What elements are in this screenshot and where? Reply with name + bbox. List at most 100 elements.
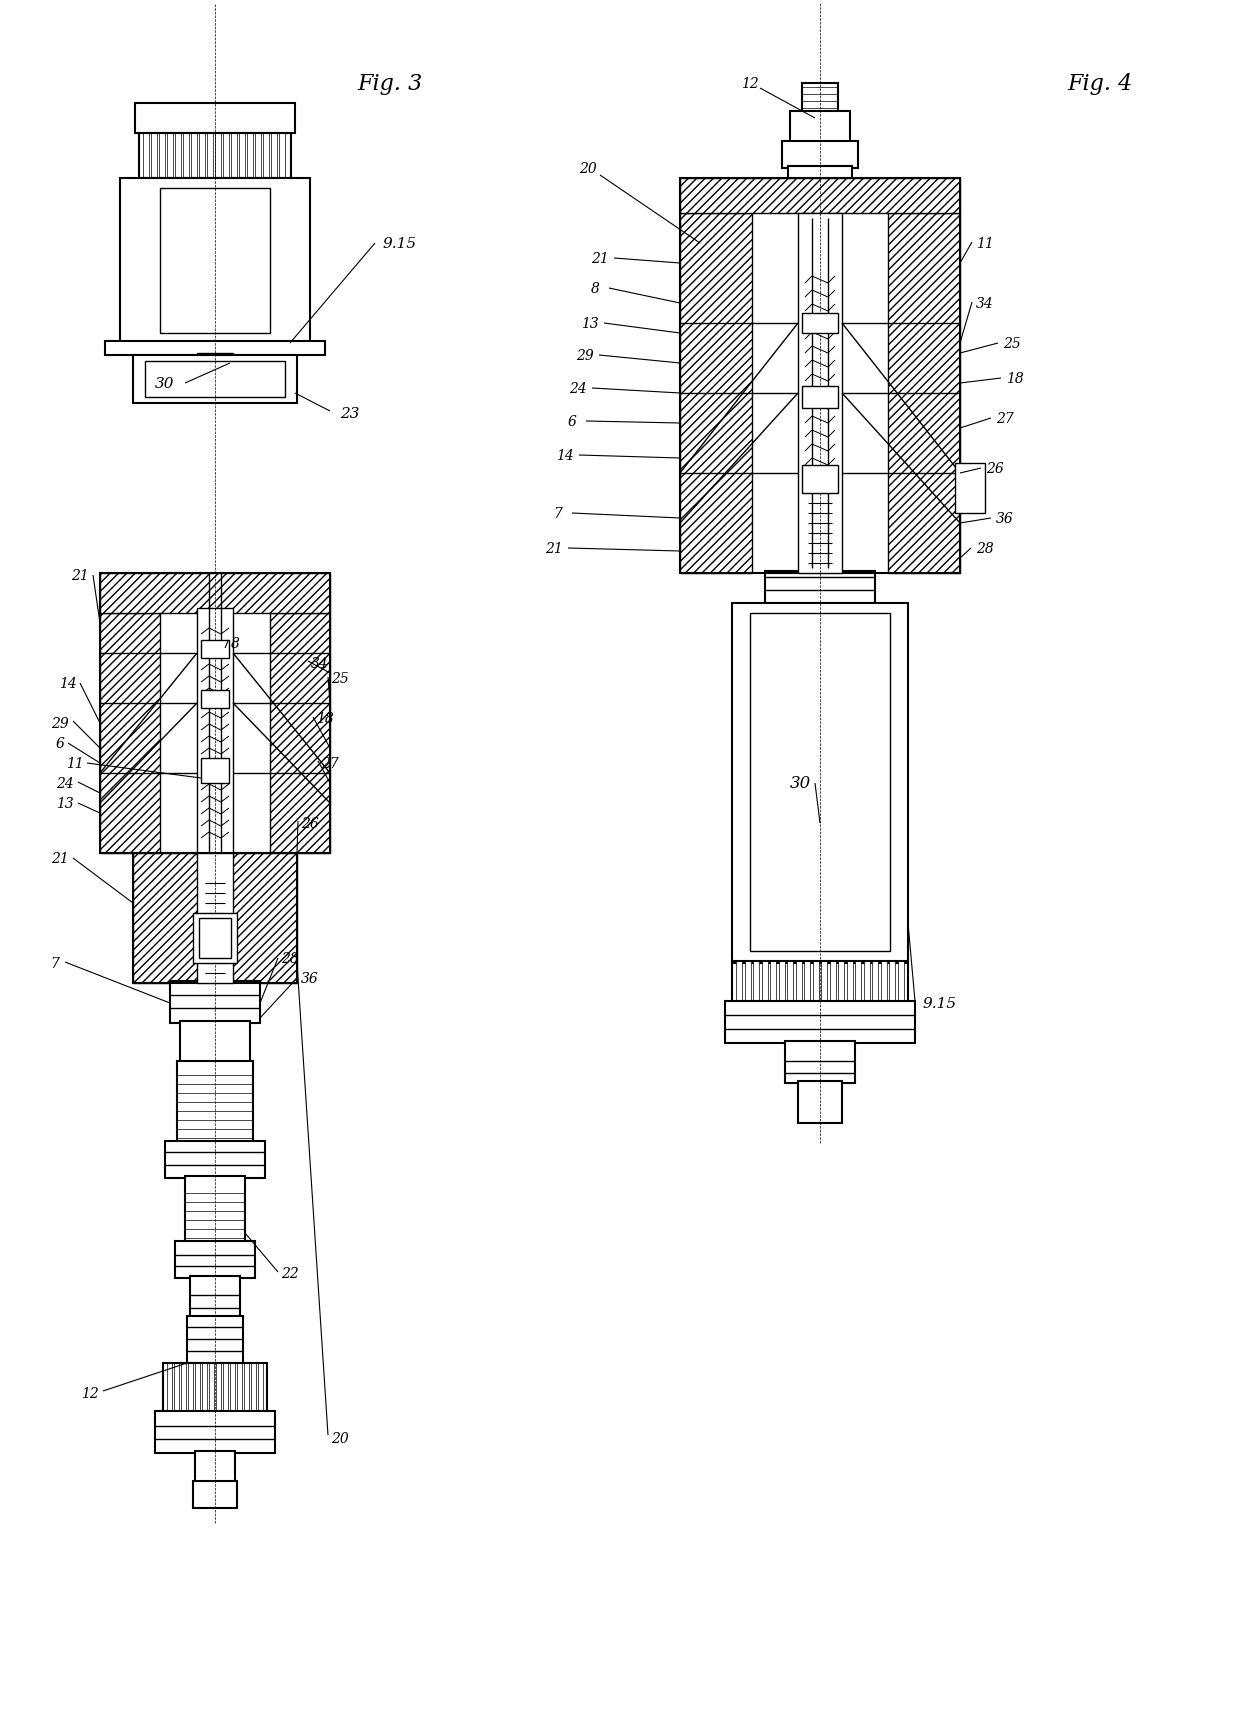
Text: 21: 21 bbox=[591, 252, 609, 265]
Bar bbox=[680, 214, 751, 574]
Bar bbox=[247, 134, 253, 179]
Bar bbox=[258, 1363, 263, 1413]
Bar bbox=[207, 134, 213, 179]
Bar bbox=[143, 134, 149, 179]
Bar bbox=[680, 179, 960, 574]
Bar bbox=[197, 353, 233, 369]
Text: 25: 25 bbox=[1003, 336, 1021, 351]
Bar bbox=[160, 190, 270, 334]
Text: 23: 23 bbox=[340, 407, 360, 420]
Text: Fig. 3: Fig. 3 bbox=[357, 72, 423, 95]
Bar bbox=[255, 134, 260, 179]
Bar bbox=[270, 613, 330, 853]
Bar bbox=[779, 961, 785, 1003]
Bar bbox=[167, 1363, 172, 1413]
Bar bbox=[181, 1363, 186, 1413]
Text: 24: 24 bbox=[569, 383, 587, 396]
Bar bbox=[750, 613, 890, 951]
Bar bbox=[120, 179, 310, 345]
Bar bbox=[244, 1363, 249, 1413]
Bar bbox=[105, 341, 325, 355]
Bar bbox=[197, 608, 233, 858]
Text: 30: 30 bbox=[155, 377, 175, 391]
Bar bbox=[838, 961, 844, 1003]
Bar bbox=[223, 1363, 228, 1413]
Text: 11: 11 bbox=[66, 756, 84, 770]
Bar bbox=[167, 134, 174, 179]
Bar bbox=[856, 961, 861, 1003]
Bar bbox=[135, 103, 295, 134]
Bar bbox=[170, 982, 260, 1023]
Bar bbox=[889, 961, 895, 1003]
Bar bbox=[133, 853, 298, 984]
Text: 8: 8 bbox=[590, 283, 599, 296]
Text: 27: 27 bbox=[321, 756, 339, 770]
Bar bbox=[159, 134, 165, 179]
Bar bbox=[802, 465, 838, 495]
Bar bbox=[151, 134, 157, 179]
Text: 21: 21 bbox=[71, 569, 89, 582]
Bar bbox=[231, 134, 237, 179]
Text: 21: 21 bbox=[51, 851, 69, 865]
Bar bbox=[184, 134, 188, 179]
Bar bbox=[162, 1363, 267, 1413]
Text: 34: 34 bbox=[976, 296, 994, 310]
Text: 36: 36 bbox=[301, 972, 319, 986]
Bar bbox=[201, 641, 229, 658]
Bar bbox=[174, 1363, 179, 1413]
Text: 24: 24 bbox=[56, 777, 74, 791]
Text: 7: 7 bbox=[553, 507, 563, 520]
Text: 36: 36 bbox=[996, 512, 1014, 526]
Bar bbox=[782, 141, 858, 169]
Text: 21: 21 bbox=[546, 541, 563, 557]
Bar bbox=[100, 574, 330, 613]
Bar bbox=[804, 961, 810, 1003]
Bar bbox=[799, 214, 842, 574]
Bar bbox=[802, 84, 838, 114]
Bar bbox=[250, 1363, 255, 1413]
Bar bbox=[888, 214, 960, 574]
Bar bbox=[802, 386, 838, 408]
Bar bbox=[732, 603, 908, 963]
Bar bbox=[796, 961, 801, 1003]
Bar bbox=[787, 961, 794, 1003]
Text: 29: 29 bbox=[577, 348, 594, 364]
Bar bbox=[177, 1061, 253, 1144]
Bar bbox=[193, 1482, 237, 1508]
Bar bbox=[193, 913, 237, 963]
Bar bbox=[279, 134, 285, 179]
Text: 6: 6 bbox=[56, 736, 64, 751]
Bar bbox=[237, 1363, 242, 1413]
Bar bbox=[847, 961, 853, 1003]
Text: 13: 13 bbox=[56, 796, 74, 810]
Bar bbox=[790, 112, 849, 145]
Bar bbox=[761, 961, 768, 1003]
Bar bbox=[753, 961, 759, 1003]
Bar bbox=[133, 853, 298, 984]
Bar bbox=[190, 1277, 241, 1318]
Text: 18: 18 bbox=[316, 712, 334, 725]
Bar bbox=[880, 961, 887, 1003]
Bar bbox=[185, 1177, 246, 1244]
Bar bbox=[821, 961, 827, 1003]
Text: 18: 18 bbox=[1006, 372, 1024, 386]
Text: 29: 29 bbox=[51, 717, 69, 731]
Bar bbox=[201, 691, 229, 708]
Bar bbox=[812, 961, 818, 1003]
Bar bbox=[198, 134, 205, 179]
Text: 14: 14 bbox=[556, 448, 574, 463]
Bar bbox=[195, 1363, 200, 1413]
Bar bbox=[732, 961, 908, 1003]
Bar bbox=[215, 134, 221, 179]
Bar bbox=[191, 134, 197, 179]
Bar bbox=[133, 355, 298, 403]
Bar bbox=[198, 918, 231, 958]
Bar bbox=[898, 961, 904, 1003]
Text: 26: 26 bbox=[986, 462, 1004, 476]
Text: 20: 20 bbox=[331, 1432, 348, 1446]
Text: 11: 11 bbox=[976, 236, 994, 252]
Bar bbox=[872, 961, 878, 1003]
Bar bbox=[830, 961, 836, 1003]
Text: 6: 6 bbox=[568, 415, 577, 429]
Text: 7: 7 bbox=[51, 956, 60, 970]
